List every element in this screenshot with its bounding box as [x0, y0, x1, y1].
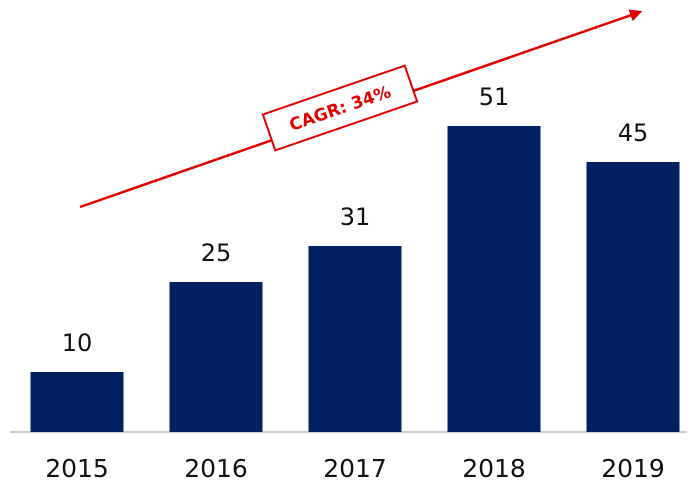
x-tick-label: 2016 — [184, 454, 248, 483]
value-label: 25 — [201, 239, 232, 267]
cagr-box: CAGR: 34% — [261, 64, 419, 152]
x-tick-label: 2015 — [45, 454, 109, 483]
value-label: 31 — [340, 203, 371, 231]
x-tick-label: 2017 — [323, 454, 387, 483]
value-label: 51 — [479, 83, 510, 111]
cagr-frame — [261, 64, 419, 152]
bar — [447, 126, 541, 432]
x-tick-label: 2018 — [462, 454, 526, 483]
value-label: 10 — [62, 329, 93, 357]
bar — [308, 246, 402, 432]
bar — [586, 162, 680, 432]
value-label: 45 — [618, 119, 649, 147]
bar — [169, 282, 263, 432]
x-tick-label: 2019 — [601, 454, 665, 483]
bar — [30, 372, 124, 432]
